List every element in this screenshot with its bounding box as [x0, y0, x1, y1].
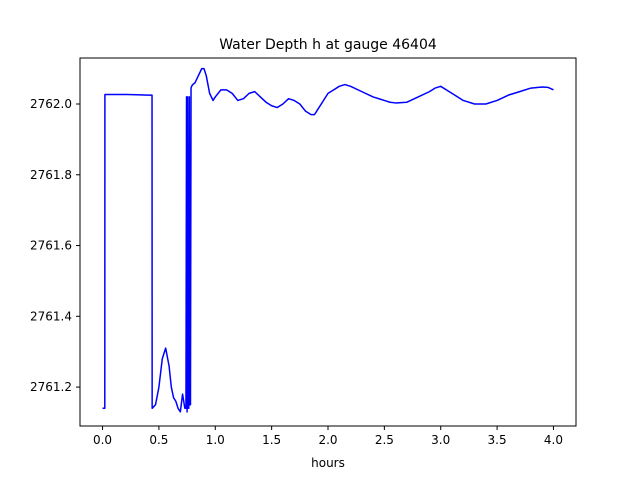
x-axis-label: hours: [311, 456, 345, 470]
y-tick-label: 2762.0: [30, 97, 72, 111]
y-tick-label: 2761.8: [30, 168, 72, 182]
chart-title: Water Depth h at gauge 46404: [219, 37, 437, 53]
y-tick-label: 2761.2: [30, 380, 72, 394]
x-tick-label: 0.5: [149, 433, 168, 447]
x-tick-label: 2.0: [318, 433, 337, 447]
series-line-0: [102, 67, 554, 413]
x-tick-label: 1.0: [206, 433, 225, 447]
y-axis: 2761.2 2761.4 2761.6 2761.8 2762.0: [30, 97, 80, 394]
x-tick-label: 1.5: [262, 433, 281, 447]
y-tick-label: 2761.6: [30, 239, 72, 253]
x-tick-label: 3.5: [488, 433, 507, 447]
x-tick-label: 0.0: [93, 433, 112, 447]
x-tick-label: 3.0: [431, 433, 450, 447]
y-tick-label: 2761.4: [30, 309, 72, 323]
plot-area: [102, 67, 554, 413]
x-tick-label: 2.5: [375, 433, 394, 447]
x-tick-label: 4.0: [544, 433, 563, 447]
x-axis: 0.0 0.5 1.0 1.5 2.0 2.5 3.0 3.5 4.0: [93, 426, 563, 447]
